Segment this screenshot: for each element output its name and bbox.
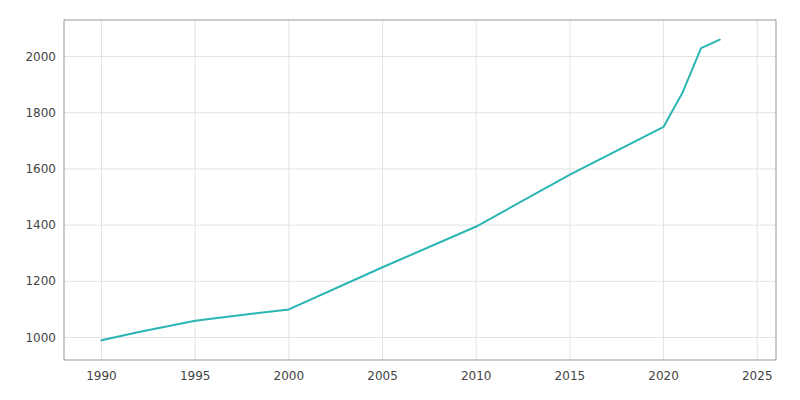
y-tick-label: 1800 bbox=[25, 106, 56, 120]
x-grid-line bbox=[195, 20, 196, 360]
plot-frame bbox=[64, 20, 776, 360]
x-tick-label: 2000 bbox=[274, 369, 305, 383]
x-grid-line bbox=[382, 20, 383, 360]
plot-area bbox=[64, 20, 776, 360]
y-tick-label: 1200 bbox=[25, 274, 56, 288]
y-tick-label: 1600 bbox=[25, 162, 56, 176]
x-tick-label: 2015 bbox=[555, 369, 586, 383]
y-grid-line bbox=[64, 225, 776, 226]
y-grid-line bbox=[64, 168, 776, 169]
x-grid-line bbox=[569, 20, 570, 360]
y-tick-label: 2000 bbox=[25, 50, 56, 64]
data-line bbox=[101, 40, 719, 341]
grid bbox=[64, 20, 776, 360]
y-grid-line bbox=[64, 337, 776, 338]
y-grid-line bbox=[64, 112, 776, 113]
y-grid-line bbox=[64, 281, 776, 282]
x-grid-line bbox=[663, 20, 664, 360]
chart-container: 1990 1995 2000 2005 2010 2015 2020 2025 1000 1200… bbox=[0, 0, 800, 400]
x-grid-line bbox=[101, 20, 102, 360]
y-grid-line bbox=[64, 56, 776, 57]
y-tick-label: 1400 bbox=[25, 218, 56, 232]
data-layer bbox=[101, 40, 719, 341]
x-tick-label: 1990 bbox=[86, 369, 117, 383]
y-tick-label: 1000 bbox=[25, 331, 56, 345]
x-tick-label: 1995 bbox=[180, 369, 211, 383]
x-tick-label: 2025 bbox=[742, 369, 773, 383]
x-grid-line bbox=[476, 20, 477, 360]
chart-svg: 1990 1995 2000 2005 2010 2015 2020 2025 1000 1200… bbox=[0, 0, 800, 400]
x-grid-line bbox=[757, 20, 758, 360]
x-tick-label: 2010 bbox=[461, 369, 492, 383]
x-tick-label: 2005 bbox=[367, 369, 398, 383]
x-tick-label: 2020 bbox=[648, 369, 679, 383]
